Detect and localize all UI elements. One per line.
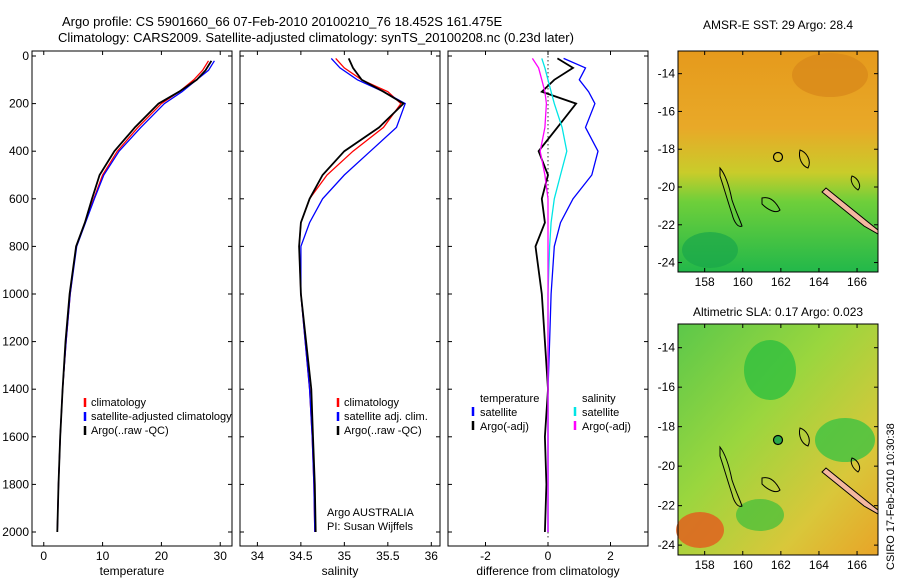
sst-map-xtick-label: 166 — [847, 275, 867, 289]
sst-map-ytick-label: -24 — [658, 256, 676, 270]
difference-series-temperature-argo-adj — [534, 57, 578, 533]
sla-map-ytick-label: -14 — [658, 341, 676, 355]
coastline — [719, 427, 861, 507]
sst-map-xtick-label: 164 — [809, 275, 829, 289]
credit-label: CSIRO 17-Feb-2010 10:30:38 — [885, 423, 897, 570]
sla-map-ytick-label: -16 — [658, 380, 676, 394]
sst-map-xtick-label: 162 — [771, 275, 791, 289]
temperature-panel: 0 10 20 30 0 200 400 600 800 1000 1200 1400 1600 1800… — [2, 49, 233, 578]
salinity-xtick-label: 35 — [338, 549, 352, 563]
sla-low-patch — [736, 499, 784, 531]
figure-title-line2: Climatology: CARS2009. Satellite-adjuste… — [58, 30, 574, 45]
temperature-series-argo-raw-qc — [56, 60, 213, 533]
depth-tick-label: 800 — [9, 239, 29, 253]
sla-map-title: Altimetric SLA: 0.17 Argo: 0.023 — [693, 305, 863, 319]
depth-tick-label: 1200 — [2, 335, 29, 349]
salinity-panel: 34 34.5 35 35.5 36 salinity climatology sate… — [239, 50, 441, 578]
temperature-xtick-label: 30 — [214, 549, 228, 563]
difference-xtick-label: -2 — [480, 549, 491, 563]
sla-map-xtick-label: 166 — [847, 558, 867, 572]
argo-location-marker — [772, 434, 784, 446]
difference-xtick-label: 2 — [607, 549, 614, 563]
temperature-xtick-label: 0 — [40, 549, 47, 563]
depth-tick-label: 1000 — [2, 287, 29, 301]
salinity-xlabel: salinity — [322, 564, 359, 578]
sla-map-xtick-label: 164 — [809, 558, 829, 572]
figure-title-line1: Argo profile: CS 5901660_66 07-Feb-2010 … — [62, 14, 503, 29]
sla-map-ytick-label: -18 — [658, 420, 676, 434]
sla-map-xtick-label: 158 — [695, 558, 715, 572]
depth-tick-label: 400 — [9, 144, 29, 158]
sst-map-ytick-label: -18 — [658, 142, 676, 156]
argo-location-marker — [772, 151, 784, 163]
temperature-series-satellite-adjusted-climatology — [56, 60, 215, 533]
sst-map-ytick-label: -16 — [658, 104, 676, 118]
sla-map-ytick-label: -22 — [658, 499, 676, 513]
difference-legend-item: salinity — [582, 393, 616, 405]
sst-map-title: AMSR-E SST: 29 Argo: 28.4 — [703, 18, 853, 32]
temperature-series-climatology — [56, 60, 210, 533]
temperature-legend-item: Argo(..raw -QC) — [91, 425, 169, 437]
sst-map-xtick-label: 160 — [733, 275, 753, 289]
difference-legend-item: satellite — [582, 407, 619, 419]
sla-map-xtick-label: 162 — [771, 558, 791, 572]
difference-legend-item: Argo(-adj) — [480, 421, 529, 433]
temperature-xtick-label: 10 — [96, 549, 110, 563]
depth-tick-label: 1600 — [2, 430, 29, 444]
sst-map-ytick-label: -22 — [658, 218, 676, 232]
depth-tick-label: 1800 — [2, 477, 29, 491]
salinity-xtick-label: 36 — [425, 549, 439, 563]
salinity-legend-item: Argo(..raw -QC) — [344, 425, 422, 437]
sla-high-patch — [676, 512, 724, 548]
difference-legend-item: temperature — [480, 393, 539, 405]
temperature-xlabel: temperature — [100, 564, 165, 578]
salinity-xtick-label: 35.5 — [376, 549, 400, 563]
sla-map-ytick-label: -24 — [658, 538, 676, 552]
temperature-legend: climatology satellite-adjusted climatolo… — [83, 397, 232, 437]
sst-map-xtick-label: 158 — [695, 275, 715, 289]
temperature-xtick-label: 20 — [155, 549, 169, 563]
salinity-series-argo-raw-qc — [298, 58, 405, 533]
depth-tick-label: 0 — [22, 49, 29, 63]
coastline — [719, 149, 861, 227]
temperature-legend-item: satellite-adjusted climatology — [91, 411, 232, 423]
depth-tick-label: 2000 — [2, 525, 29, 539]
salinity-legend: climatology satellite adj. clim. Argo(..… — [336, 397, 428, 437]
sst-cool-patch — [682, 232, 738, 268]
difference-legend-item: satellite — [480, 407, 517, 419]
sla-map-ytick-label: -20 — [658, 459, 676, 473]
salinity-legend-item: climatology — [344, 397, 400, 409]
difference-series-salinity-argo-adj — [531, 58, 549, 532]
depth-tick-label: 1400 — [2, 382, 29, 396]
difference-legend-item: Argo(-adj) — [582, 421, 631, 433]
salinity-xtick-label: 34 — [251, 549, 265, 563]
sla-map-panel: Altimetric SLA: 0.17 Argo: 0.023 158 160 1… — [658, 305, 879, 572]
sla-low-patch — [744, 340, 796, 400]
sla-low-patch — [815, 418, 875, 462]
salinity-legend-item: satellite adj. clim. — [344, 411, 428, 423]
salinity-xtick-label: 34.5 — [289, 549, 313, 563]
depth-tick-label: 600 — [9, 192, 29, 206]
difference-panel: -2 0 2 difference from climatology tempera… — [447, 50, 649, 578]
sst-warm-patch — [792, 53, 868, 97]
difference-legend: temperature satellite Argo(-adj) salinit… — [471, 393, 631, 433]
sst-map-ytick-label: -14 — [658, 67, 676, 81]
float-pi: PI: Susan Wijffels — [327, 521, 413, 533]
difference-xlabel: difference from climatology — [476, 564, 619, 578]
float-owner: Argo AUSTRALIA — [327, 507, 414, 519]
difference-xtick-label: 0 — [545, 549, 552, 563]
temperature-legend-item: climatology — [91, 397, 147, 409]
salinity-series-satellite-adj-clim — [300, 57, 407, 533]
sst-map-panel: AMSR-E SST: 29 Argo: 28.4 158 160 162 164 16… — [658, 18, 879, 289]
sla-map-xtick-label: 160 — [733, 558, 753, 572]
sst-map-ytick-label: -20 — [658, 180, 676, 194]
depth-tick-label: 200 — [9, 97, 29, 111]
